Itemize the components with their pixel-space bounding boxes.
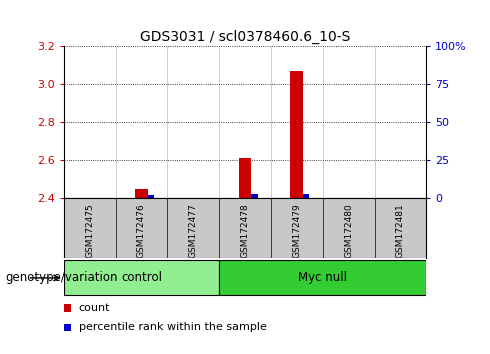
Text: count: count [78, 303, 110, 313]
Text: GSM172476: GSM172476 [137, 203, 146, 258]
Text: GSM172479: GSM172479 [293, 203, 301, 258]
Text: Myc null: Myc null [298, 270, 347, 284]
Bar [239, 158, 251, 198]
Bar [219, 261, 426, 295]
Bar [135, 189, 148, 198]
Text: GSM172475: GSM172475 [85, 203, 94, 258]
Title: GDS3031 / scl0378460.6_10-S: GDS3031 / scl0378460.6_10-S [140, 29, 350, 44]
Text: GSM172477: GSM172477 [189, 203, 197, 258]
Text: GSM172478: GSM172478 [241, 203, 249, 258]
Bar [303, 194, 310, 198]
Text: GSM172481: GSM172481 [396, 203, 405, 258]
Bar [291, 71, 303, 198]
Bar [64, 261, 219, 295]
Text: genotype/variation: genotype/variation [5, 272, 118, 284]
Bar [251, 194, 258, 198]
Text: control: control [121, 270, 162, 284]
Text: GSM172480: GSM172480 [344, 203, 353, 258]
Bar [148, 195, 154, 198]
Text: percentile rank within the sample: percentile rank within the sample [78, 322, 267, 332]
